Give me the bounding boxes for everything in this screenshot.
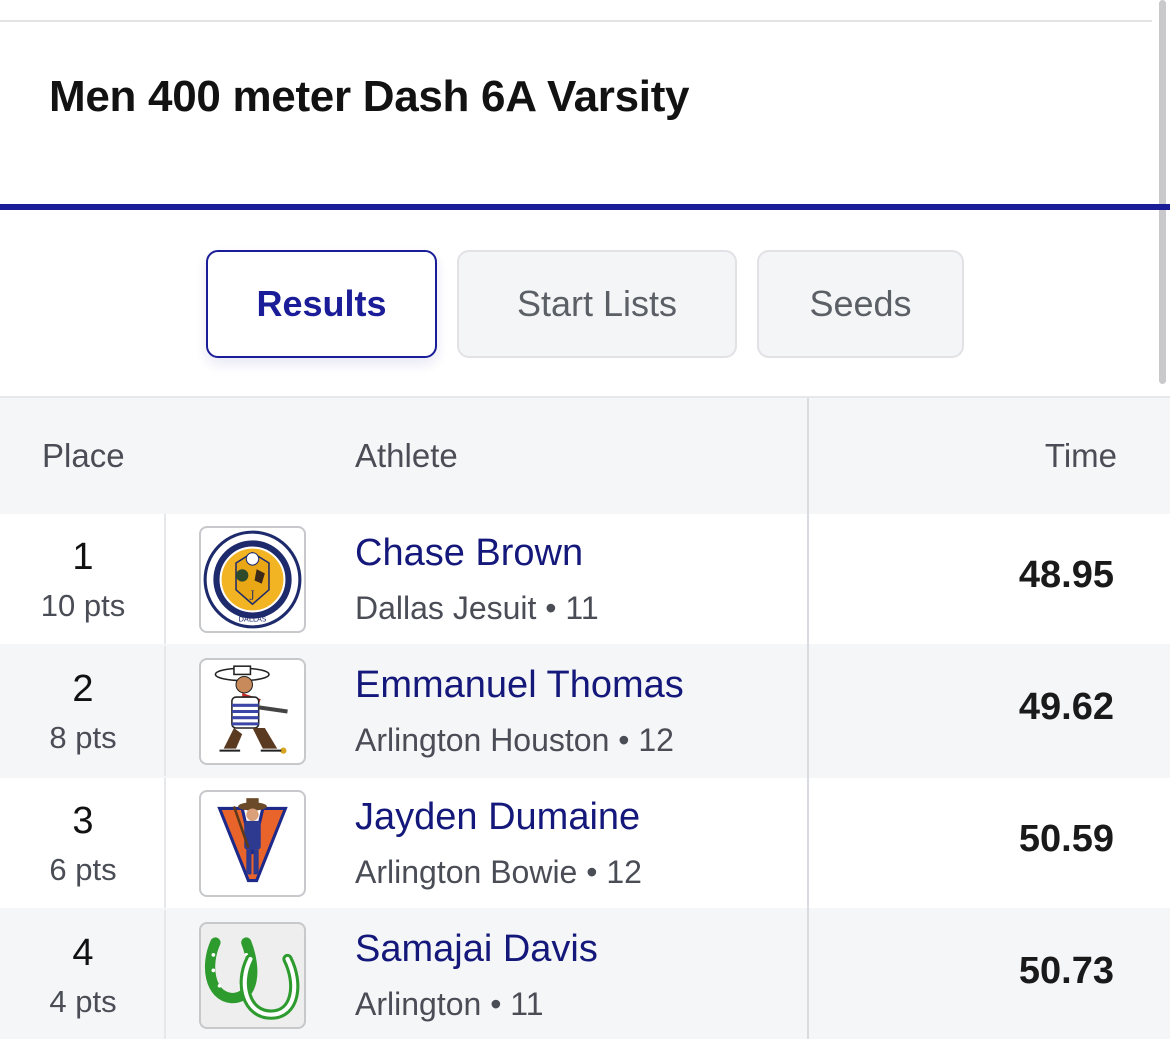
place-points: 4 pts [49, 984, 117, 1019]
column-header-time[interactable]: Time [1044, 437, 1117, 474]
tab-start-lists[interactable]: Start Lists [457, 250, 737, 358]
place-cell: 2 8 pts [0, 646, 166, 776]
place-points: 6 pts [49, 852, 117, 887]
tab-results[interactable]: Results [206, 250, 437, 358]
table-row[interactable]: 4 4 pts Samajai Davis Arlington • 11 50.… [0, 910, 1170, 1039]
athlete-name-link[interactable]: Jayden Dumaine [355, 796, 641, 838]
athlete-school: Arlington Houston • 12 [355, 722, 674, 758]
table-row[interactable]: 2 8 pts Emmanuel Thomas Arlington Housto… [0, 646, 1170, 776]
result-time: 50.73 [1018, 950, 1114, 992]
horseshoes-icon [199, 922, 306, 1029]
title-underline [0, 204, 1170, 210]
athlete-name-link[interactable]: Samajai Davis [355, 928, 598, 970]
place-number: 3 [72, 800, 94, 842]
place-cell: 4 4 pts [0, 910, 166, 1039]
result-time: 49.62 [1018, 686, 1114, 728]
table-row[interactable]: 1 10 pts J DALLAS Chase Brown Dallas Jes… [0, 514, 1170, 644]
place-points: 10 pts [40, 588, 126, 623]
cowboy-mascot-icon [199, 658, 306, 765]
athlete-name-link[interactable]: Emmanuel Thomas [355, 664, 684, 706]
athlete-name-link[interactable]: Chase Brown [355, 532, 584, 574]
scrollbar[interactable] [1159, 0, 1166, 384]
place-points: 8 pts [49, 720, 117, 755]
result-time: 50.59 [1018, 818, 1114, 860]
place-cell: 3 6 pts [0, 778, 166, 908]
tab-seeds[interactable]: Seeds [757, 250, 964, 358]
athlete-school: Dallas Jesuit • 11 [355, 590, 599, 626]
svg-text:J: J [249, 589, 254, 601]
place-cell: 1 10 pts [0, 514, 166, 644]
column-header-place[interactable]: Place [42, 437, 125, 474]
top-divider [0, 20, 1152, 22]
place-number: 4 [72, 932, 94, 974]
svg-text:DALLAS: DALLAS [238, 615, 266, 624]
result-time: 48.95 [1018, 554, 1114, 596]
athlete-school: Arlington Bowie • 12 [355, 854, 642, 890]
dallas-jesuit-seal-icon: J DALLAS [199, 526, 306, 633]
event-title: Men 400 meter Dash 6A Varsity [49, 72, 690, 121]
time-column-divider [807, 398, 809, 1039]
place-number: 2 [72, 668, 94, 710]
table-row[interactable]: 3 6 pts Jayden Dumaine Arlington Bowie •… [0, 778, 1170, 908]
place-number: 1 [72, 536, 94, 578]
athlete-school: Arlington • 11 [355, 986, 544, 1022]
results-table: Place Athlete Time 1 10 pts J DALLAS Cha… [0, 396, 1170, 1039]
v-frontiersman-icon [199, 790, 306, 897]
column-header-athlete[interactable]: Athlete [355, 437, 458, 474]
